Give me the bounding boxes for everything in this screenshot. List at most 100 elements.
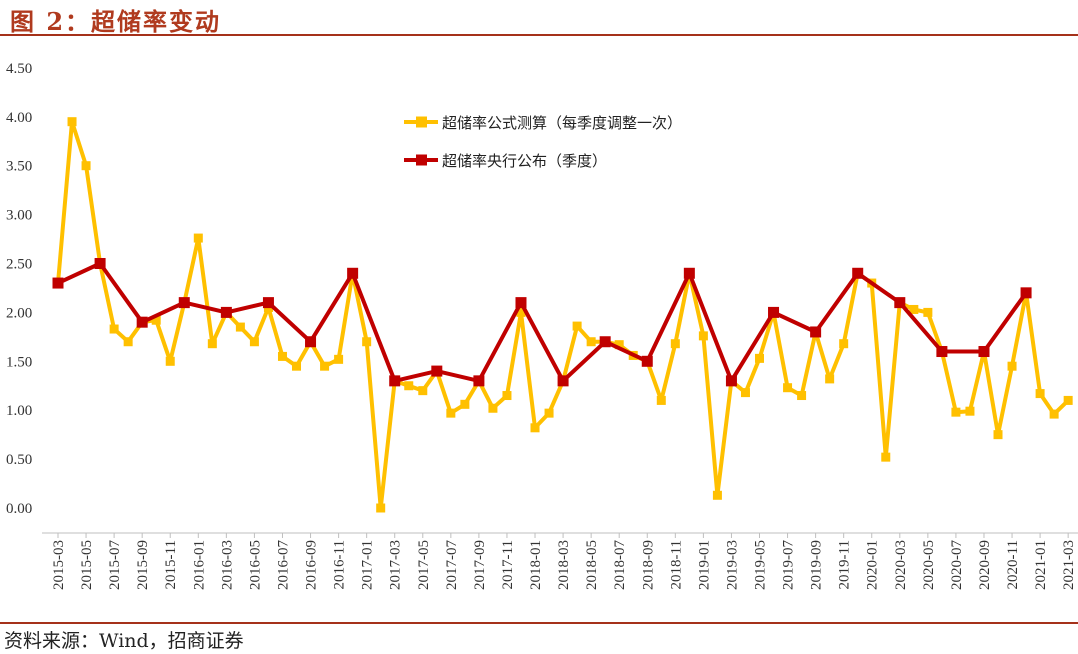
formula-series-point [572,321,582,331]
x-tick-label: 2017-09 [472,540,488,590]
formula-series-point [698,331,708,341]
formula-series-point [586,337,596,347]
x-tick-label: 2021-01 [1033,540,1049,590]
legend-swatch-marker [416,154,427,166]
x-tick-label: 2018-05 [584,540,600,590]
formula-series-point [502,391,512,401]
formula-series-point [544,408,554,418]
pboc-series-point [136,316,148,328]
formula-series-point [1007,361,1017,371]
x-tick-label: 2016-01 [191,540,207,590]
formula-series-point [362,337,372,347]
formula-series-point [165,356,175,366]
footer-rule [0,622,1078,624]
figure-title: 图 2：超储率变动 [10,7,222,36]
pboc-series-point [178,297,190,309]
x-tick-label: 2020-03 [893,540,909,590]
formula-series-point [488,403,498,413]
y-tick-label: 0.50 [6,452,32,468]
pboc-series-point [52,277,64,289]
pboc-series-point [725,375,737,387]
source-note: 资料来源：Wind，招商证券 [4,630,244,652]
x-tick-label: 2018-07 [612,540,628,590]
formula-series-point [825,374,835,384]
x-tick-label: 2016-05 [247,540,263,590]
formula-series-point [460,399,470,409]
x-tick-label: 2015-07 [107,540,123,590]
formula-series-point [797,391,807,401]
formula-series-point [839,339,849,349]
pboc-series-point [768,306,780,318]
formula-series-point [376,503,386,513]
x-tick-label: 2019-03 [724,540,740,590]
pboc-series-point [557,375,569,387]
formula-series-point [446,408,456,418]
legend-label: 超储率公式测算（每季度调整一次） [442,114,682,132]
line-chart: 0.00 0.50 1.00 1.50 2.00 2.50 3.00 3.50 4.00 4.50… [6,61,1078,590]
formula-series-point [951,407,961,417]
x-tick-label: 2021-03 [1061,540,1077,590]
y-tick-label: 1.00 [6,403,32,419]
y-tick-label: 0.00 [6,501,32,517]
x-tick-label: 2015-11 [163,540,179,589]
title-rule [0,34,1078,36]
legend-swatch-marker [416,116,427,128]
formula-series-point [614,340,624,350]
formula-series-point [67,117,77,127]
y-tick-label: 3.50 [6,159,32,175]
formula-series-point [993,430,1003,440]
x-tick-label: 2015-03 [51,540,67,590]
formula-series-point [334,354,344,364]
formula-series-point [81,161,91,171]
pboc-series-point [852,267,864,279]
formula-series-point [193,233,203,243]
x-tick-label: 2017-07 [444,540,460,590]
formula-series-point [712,490,722,500]
formula-series-point [418,386,428,396]
formula-series-point [404,381,414,391]
x-tick-label: 2016-03 [219,540,235,590]
y-tick-label: 4.50 [6,61,32,77]
pboc-series-line [57,261,1028,383]
pboc-series-point [599,336,611,348]
formula-series-point [292,361,302,371]
x-tick-label: 2018-03 [556,540,572,590]
pboc-series-point [894,297,906,309]
pboc-series-point [431,365,443,377]
y-tick-label: 2.00 [6,305,32,321]
pboc-series-point [473,375,485,387]
x-axis-ticks: 2015-03 2015-05 2015-07 2015-09 2015-11 2016-… [51,533,1077,590]
x-tick-label: 2018-09 [640,540,656,590]
formula-series-point [965,406,975,416]
formula-series-point [1049,409,1059,419]
y-tick-label: 3.00 [6,208,32,224]
pboc-series-point [220,306,232,318]
pboc-series-point [389,375,401,387]
x-tick-label: 2019-01 [696,540,712,590]
formula-series-point [783,383,793,393]
y-tick-label: 4.00 [6,110,32,126]
x-tick-label: 2019-09 [809,540,825,590]
formula-series-point [277,351,287,361]
formula-series-point [530,423,540,433]
y-tick-label: 2.50 [6,257,32,273]
x-tick-label: 2019-05 [753,540,769,590]
x-tick-label: 2020-01 [865,540,881,590]
formula-series-point [1063,395,1073,405]
pboc-series-point [262,297,274,309]
pboc-series-point [978,346,990,358]
x-tick-label: 2018-01 [528,540,544,590]
formula-series-point [249,337,259,347]
x-tick-label: 2017-01 [360,540,376,590]
pboc-series-point [683,267,695,279]
formula-series-point [320,361,330,371]
x-tick-label: 2017-05 [416,540,432,590]
x-tick-label: 2016-07 [275,540,291,590]
x-tick-label: 2020-11 [1005,540,1021,589]
formula-series-point [235,322,245,332]
formula-series-point [755,353,764,363]
x-tick-label: 2019-07 [781,540,797,590]
formula-series-point [109,324,119,334]
formula-series-line [56,119,1070,510]
x-tick-label: 2020-09 [977,540,993,590]
